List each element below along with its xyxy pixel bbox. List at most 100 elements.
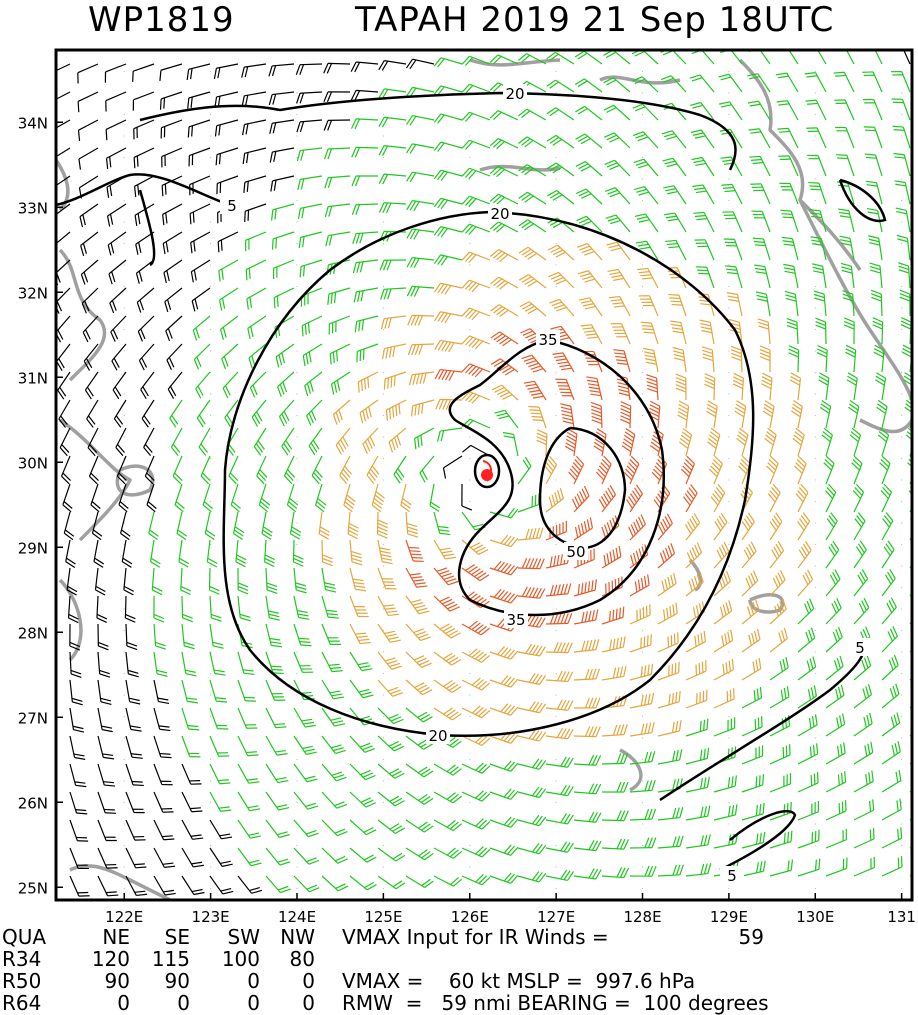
x-tick-label: 125E xyxy=(364,908,402,926)
wind-barb xyxy=(770,541,784,568)
grid-dot xyxy=(642,630,643,631)
wind-barb xyxy=(238,736,258,756)
contour-label: 35 xyxy=(506,611,525,629)
wind-barb xyxy=(462,252,490,262)
wind-barb xyxy=(312,456,322,484)
wind-barb xyxy=(88,428,98,456)
wind-barb xyxy=(761,373,772,400)
grid-dot xyxy=(469,759,470,760)
grid-dot xyxy=(383,157,384,158)
wind-barb xyxy=(569,456,584,484)
wind-barb xyxy=(203,484,212,512)
wind-barb xyxy=(116,428,126,456)
wind-barb xyxy=(406,59,434,69)
grid-dot xyxy=(124,178,125,179)
wind-barb xyxy=(679,428,691,456)
wind-barb xyxy=(352,147,378,157)
grid-dot xyxy=(556,673,557,674)
wind-barb xyxy=(406,512,418,537)
wind-barb xyxy=(714,775,736,792)
wind-barb xyxy=(352,176,378,186)
wind-barb xyxy=(462,224,490,234)
wind-barb xyxy=(798,801,818,820)
grid-dot xyxy=(728,436,729,437)
wind-barb xyxy=(126,848,146,868)
wind-barb xyxy=(462,280,490,292)
wind-barb xyxy=(602,753,628,764)
grid-dot xyxy=(210,888,211,889)
wind-barb xyxy=(324,63,350,73)
wind-barb xyxy=(126,792,145,813)
wind-barb xyxy=(462,484,472,510)
grid-dot xyxy=(642,372,643,373)
wind-barb xyxy=(709,456,722,484)
wind-barb xyxy=(367,456,379,484)
wind-barb xyxy=(266,820,290,838)
grid-dot xyxy=(296,372,297,373)
wind-barb xyxy=(182,848,204,867)
grid-dot xyxy=(815,221,816,222)
wind-barb xyxy=(210,680,227,702)
wind-barb xyxy=(490,845,518,855)
wind-barb xyxy=(798,656,816,680)
wind-barb xyxy=(768,484,780,512)
grid-dot xyxy=(815,307,816,308)
wind-barb xyxy=(462,678,490,690)
grid-dot xyxy=(556,458,557,459)
wind-barb xyxy=(108,204,126,227)
wind-barb xyxy=(246,232,266,251)
grid-dot xyxy=(469,737,470,738)
wind-barb xyxy=(596,456,611,484)
wind-barb xyxy=(171,428,182,456)
wind-barb xyxy=(742,687,762,708)
wind-barb xyxy=(490,194,518,204)
grid-dot xyxy=(728,243,729,244)
wind-barb xyxy=(686,748,709,764)
wind-barb xyxy=(742,629,760,652)
wind-barb xyxy=(297,148,322,161)
wind-barb xyxy=(81,260,98,285)
wind-barb xyxy=(602,516,619,540)
grid-dot xyxy=(815,608,816,609)
wind-barb xyxy=(149,512,159,540)
wind-barb xyxy=(462,621,490,635)
grid-dot xyxy=(901,630,902,631)
wind-barb xyxy=(462,565,489,581)
wind-barb xyxy=(266,764,288,783)
wind-barb xyxy=(182,764,202,784)
wind-barb xyxy=(572,486,589,512)
grid-dot xyxy=(642,802,643,803)
wind-barb xyxy=(518,673,545,684)
grid-dot xyxy=(210,329,211,330)
wind-barb xyxy=(168,372,182,399)
wind-barb xyxy=(322,652,343,672)
grid-dot xyxy=(815,673,816,674)
wind-barb xyxy=(630,664,653,680)
grid-dot xyxy=(124,286,125,287)
wind-barb xyxy=(789,346,799,372)
wind-barb xyxy=(70,708,84,732)
wind-barb xyxy=(266,848,290,865)
grid-dot xyxy=(469,802,470,803)
wind-barb xyxy=(462,649,490,663)
grid-dot xyxy=(383,544,384,545)
wind-barb xyxy=(798,513,810,540)
wind-barb xyxy=(630,634,651,652)
grid-dot xyxy=(728,71,729,72)
wind-barb xyxy=(243,148,266,164)
grid-dot xyxy=(296,501,297,502)
grid-dot xyxy=(901,587,902,588)
wind-barb xyxy=(770,686,789,708)
wind-barb xyxy=(574,698,600,708)
wind-barb xyxy=(462,364,490,377)
grid-dot xyxy=(642,178,643,179)
wind-barb xyxy=(875,373,885,400)
y-tick-label: 29N xyxy=(18,539,48,557)
wind-barb xyxy=(520,302,546,316)
wind-barb xyxy=(80,204,98,227)
grid-dot xyxy=(642,780,643,781)
wind-barb xyxy=(664,213,686,232)
wind-barb xyxy=(386,400,406,421)
wind-barb xyxy=(70,820,88,841)
